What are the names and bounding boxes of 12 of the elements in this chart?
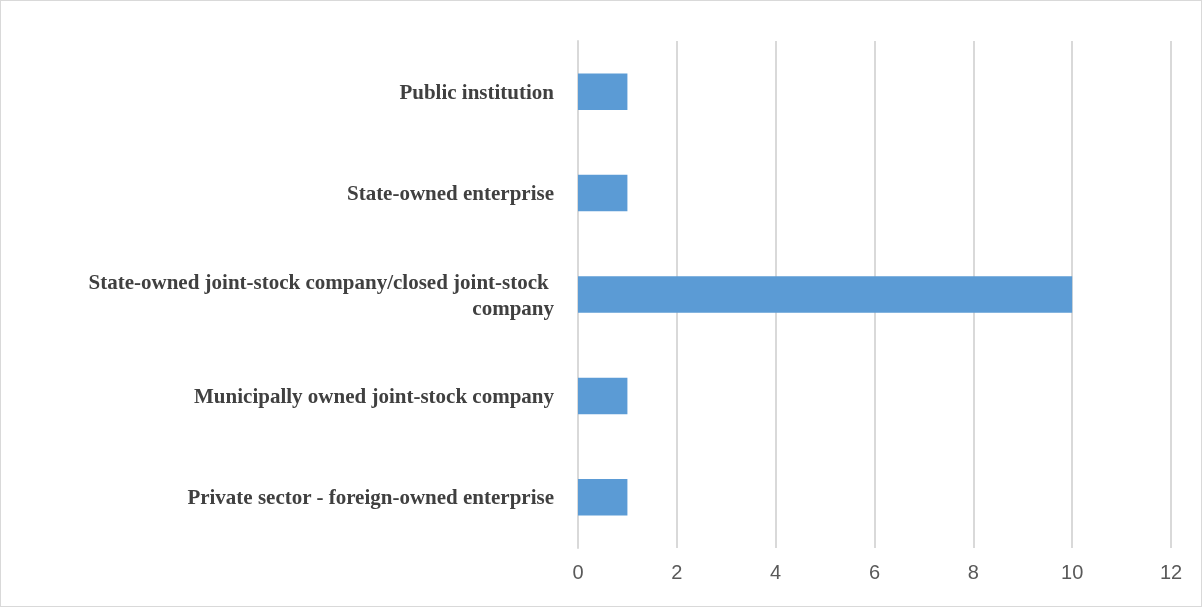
y-tick-label: Municipally owned joint-stock company xyxy=(194,383,555,408)
x-tick-label: 10 xyxy=(1061,561,1084,583)
x-tick-label: 12 xyxy=(1159,561,1183,583)
y-tick-label: Public institution xyxy=(399,79,555,104)
y-tick-label: Private sector - foreign-owned enterprise xyxy=(187,485,554,510)
x-tick-label: 6 xyxy=(868,561,881,583)
x-tick-label: 4 xyxy=(770,561,782,583)
y-tick-label: State-owned joint-stock company/closed joint-stock company xyxy=(88,269,555,320)
y-tick-label: State-owned enterprise xyxy=(346,181,554,206)
x-tick-label: 0 xyxy=(572,561,584,583)
x-tick-label: 2 xyxy=(671,561,683,583)
x-tick-label: 8 xyxy=(967,561,979,583)
